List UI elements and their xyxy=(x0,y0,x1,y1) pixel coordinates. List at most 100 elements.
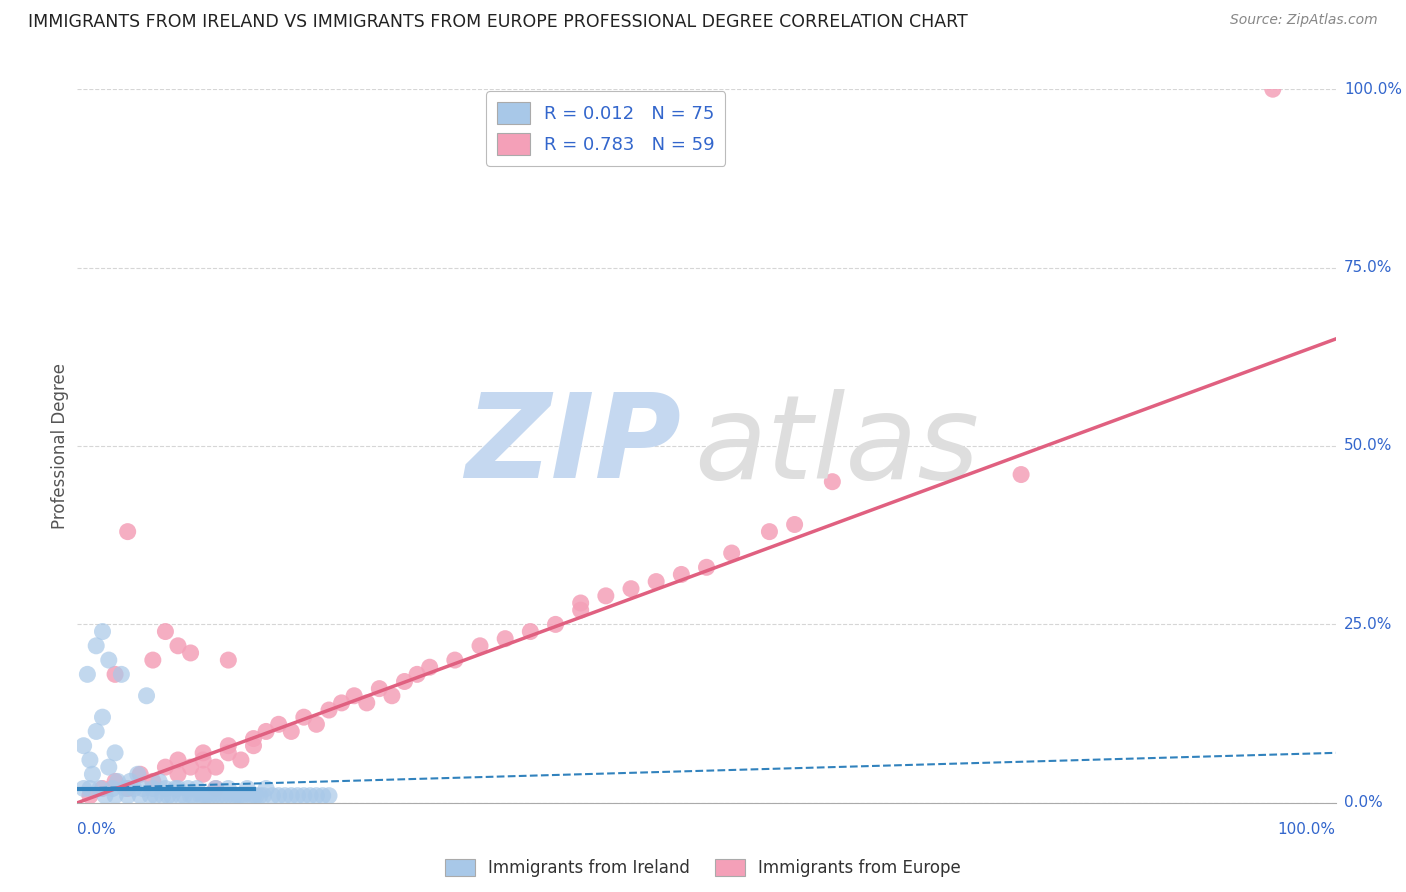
Point xyxy=(280,789,302,803)
Point xyxy=(191,789,215,803)
Point xyxy=(720,546,742,560)
Point xyxy=(94,789,117,803)
Point xyxy=(104,746,127,760)
Point xyxy=(104,774,127,789)
Point xyxy=(152,789,174,803)
Point xyxy=(84,724,107,739)
Point xyxy=(356,696,378,710)
Text: 100.0%: 100.0% xyxy=(1344,82,1402,96)
Point xyxy=(155,781,177,796)
Point xyxy=(190,789,212,803)
Point xyxy=(117,781,139,796)
Point xyxy=(671,567,693,582)
Point xyxy=(191,767,215,781)
Point xyxy=(217,739,239,753)
Point xyxy=(292,710,315,724)
Point xyxy=(101,781,124,796)
Text: 75.0%: 75.0% xyxy=(1344,260,1392,275)
Point xyxy=(494,632,516,646)
Point xyxy=(229,753,252,767)
Point xyxy=(419,660,441,674)
Y-axis label: Professional Degree: Professional Degree xyxy=(51,363,69,529)
Point xyxy=(1261,82,1284,96)
Point xyxy=(177,781,200,796)
Point xyxy=(645,574,668,589)
Point xyxy=(97,653,120,667)
Point xyxy=(132,781,155,796)
Point xyxy=(242,739,264,753)
Point xyxy=(821,475,844,489)
Point xyxy=(79,789,101,803)
Point xyxy=(156,789,179,803)
Point xyxy=(129,789,152,803)
Point xyxy=(148,774,170,789)
Point xyxy=(242,731,264,746)
Point xyxy=(122,781,145,796)
Text: Source: ZipAtlas.com: Source: ZipAtlas.com xyxy=(1230,13,1378,28)
Point xyxy=(173,789,195,803)
Point xyxy=(343,689,366,703)
Point xyxy=(142,781,165,796)
Point xyxy=(287,789,309,803)
Point xyxy=(267,717,290,731)
Point xyxy=(229,789,252,803)
Point xyxy=(169,789,191,803)
Point xyxy=(330,696,353,710)
Point xyxy=(249,789,271,803)
Point xyxy=(274,789,297,803)
Point xyxy=(240,789,263,803)
Point xyxy=(91,781,114,796)
Point xyxy=(292,789,315,803)
Point xyxy=(186,781,208,796)
Point xyxy=(252,789,274,803)
Point xyxy=(191,746,215,760)
Point xyxy=(117,789,139,803)
Legend: Immigrants from Ireland, Immigrants from Europe: Immigrants from Ireland, Immigrants from… xyxy=(439,852,967,884)
Point xyxy=(135,689,157,703)
Point xyxy=(180,760,202,774)
Point xyxy=(181,789,204,803)
Point xyxy=(468,639,491,653)
Point xyxy=(91,710,114,724)
Point xyxy=(120,774,142,789)
Point xyxy=(202,789,225,803)
Point xyxy=(1010,467,1032,482)
Point xyxy=(569,596,592,610)
Point xyxy=(72,739,94,753)
Point xyxy=(318,703,340,717)
Point xyxy=(104,789,127,803)
Point xyxy=(142,653,165,667)
Point xyxy=(394,674,416,689)
Text: ZIP: ZIP xyxy=(465,389,682,503)
Point xyxy=(280,724,302,739)
Point xyxy=(104,667,127,681)
Point xyxy=(110,667,132,681)
Point xyxy=(79,781,101,796)
Point xyxy=(595,589,617,603)
Text: atlas: atlas xyxy=(695,389,979,503)
Point xyxy=(215,789,238,803)
Point xyxy=(305,717,328,731)
Point xyxy=(142,774,165,789)
Text: IMMIGRANTS FROM IRELAND VS IMMIGRANTS FROM EUROPE PROFESSIONAL DEGREE CORRELATIO: IMMIGRANTS FROM IRELAND VS IMMIGRANTS FR… xyxy=(28,13,967,31)
Point xyxy=(127,767,149,781)
Text: 25.0%: 25.0% xyxy=(1344,617,1392,632)
Point xyxy=(117,524,139,539)
Point xyxy=(198,789,221,803)
Point xyxy=(217,781,239,796)
Point xyxy=(160,789,183,803)
Point xyxy=(143,789,166,803)
Point xyxy=(444,653,467,667)
Point xyxy=(544,617,567,632)
Point xyxy=(84,639,107,653)
Point xyxy=(207,789,229,803)
Point xyxy=(180,646,202,660)
Point xyxy=(217,746,239,760)
Point xyxy=(519,624,541,639)
Point xyxy=(312,789,335,803)
Point xyxy=(76,667,98,681)
Point xyxy=(204,760,226,774)
Point xyxy=(211,789,233,803)
Point xyxy=(620,582,643,596)
Text: 0.0%: 0.0% xyxy=(77,822,117,837)
